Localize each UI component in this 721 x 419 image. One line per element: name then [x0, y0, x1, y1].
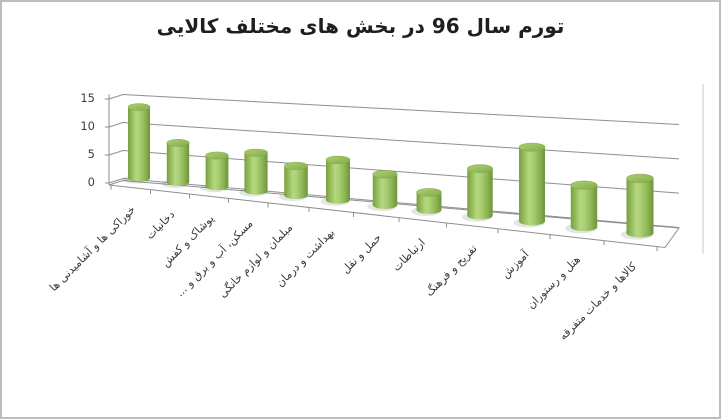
cylinder-bar-top — [416, 188, 442, 197]
cylinder-bar — [284, 165, 308, 200]
cylinder-bar-top — [372, 170, 398, 179]
value-axis-tick-label: 15 — [80, 91, 95, 105]
cylinder-bar-top — [127, 103, 151, 111]
cylinder-bar — [626, 178, 654, 238]
value-axis-tick-label: 0 — [87, 175, 95, 189]
gridline — [108, 177, 680, 228]
value-axis-tick-label: 5 — [87, 147, 95, 161]
cylinder-bar-top — [466, 164, 494, 174]
cylinder-bar — [416, 192, 442, 214]
cylinder-bar — [519, 147, 545, 226]
gridline — [108, 93, 680, 125]
cylinder-bar-top — [325, 155, 351, 165]
gridline — [108, 121, 680, 160]
cylinder-bar-top — [626, 173, 654, 184]
chart-floor — [108, 179, 680, 249]
cylinder-bar — [467, 168, 493, 220]
gridline — [108, 149, 680, 194]
cylinder-bar-top — [283, 161, 309, 171]
cylinder-bar — [326, 159, 350, 204]
cylinder-bar — [128, 107, 150, 182]
cylinder-bar — [570, 185, 598, 232]
cylinder-bar-top — [166, 139, 190, 147]
cylinder-bar-top — [205, 151, 229, 160]
cylinder-bar — [244, 152, 268, 195]
cylinder-bar-top — [518, 142, 546, 152]
cylinder-bar-top — [570, 180, 598, 190]
cylinder-bar — [205, 155, 229, 191]
cylinder-bar — [166, 142, 190, 186]
cylinder-bar-top — [244, 148, 268, 157]
value-axis-tick-label: 10 — [80, 119, 95, 133]
cylinder-bar — [372, 174, 398, 209]
chart-title: تورم سال 96 در بخش های مختلف کالایی — [156, 14, 565, 38]
